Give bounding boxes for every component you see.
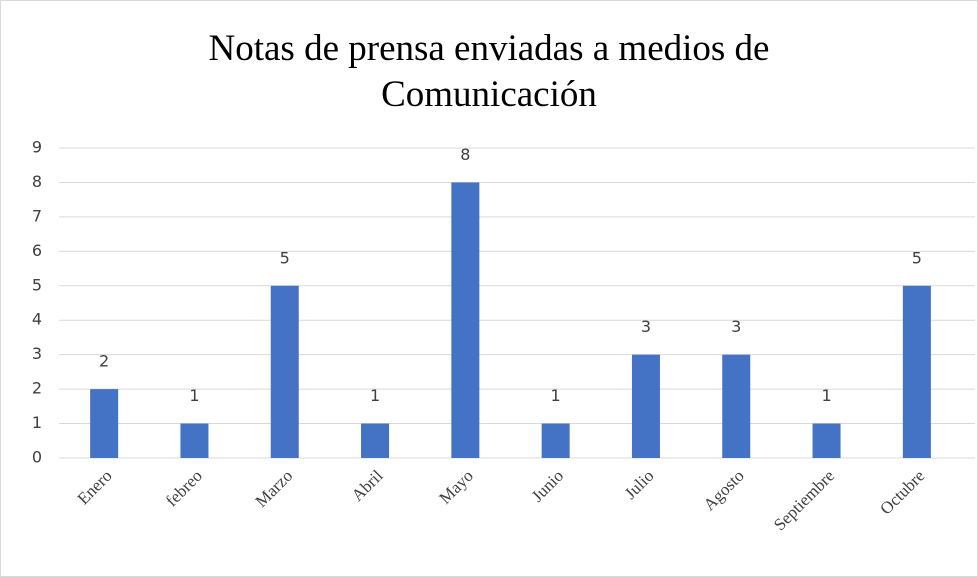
data-label: 3 xyxy=(641,317,651,336)
bar xyxy=(361,423,390,458)
bar xyxy=(812,423,841,458)
data-label: 1 xyxy=(189,386,199,405)
data-label: 1 xyxy=(821,386,831,405)
bar xyxy=(541,423,570,458)
y-tick-label: 8 xyxy=(32,172,42,191)
chart-title: Notas de prensa enviadas a medios de Com… xyxy=(208,28,770,115)
data-label: 1 xyxy=(551,386,561,405)
bar xyxy=(722,354,751,458)
bar xyxy=(180,423,209,458)
y-tick-label: 5 xyxy=(32,275,42,294)
data-label: 8 xyxy=(460,145,470,164)
y-tick-label: 4 xyxy=(32,310,42,329)
bar xyxy=(451,182,480,458)
bar xyxy=(902,285,931,458)
data-label: 2 xyxy=(99,352,109,371)
bar xyxy=(631,354,660,458)
y-tick-label: 1 xyxy=(32,413,42,432)
bar xyxy=(270,285,299,458)
data-label: 5 xyxy=(280,248,290,267)
y-tick-label: 7 xyxy=(32,206,42,225)
y-tick-label: 2 xyxy=(32,379,42,398)
y-tick-label: 6 xyxy=(32,241,42,260)
data-label: 5 xyxy=(912,248,922,267)
bar xyxy=(90,389,119,458)
data-label: 3 xyxy=(731,317,741,336)
y-tick-label: 3 xyxy=(32,344,42,363)
y-tick-label: 0 xyxy=(32,448,42,467)
y-tick-label: 9 xyxy=(32,138,42,157)
data-label: 1 xyxy=(370,386,380,405)
